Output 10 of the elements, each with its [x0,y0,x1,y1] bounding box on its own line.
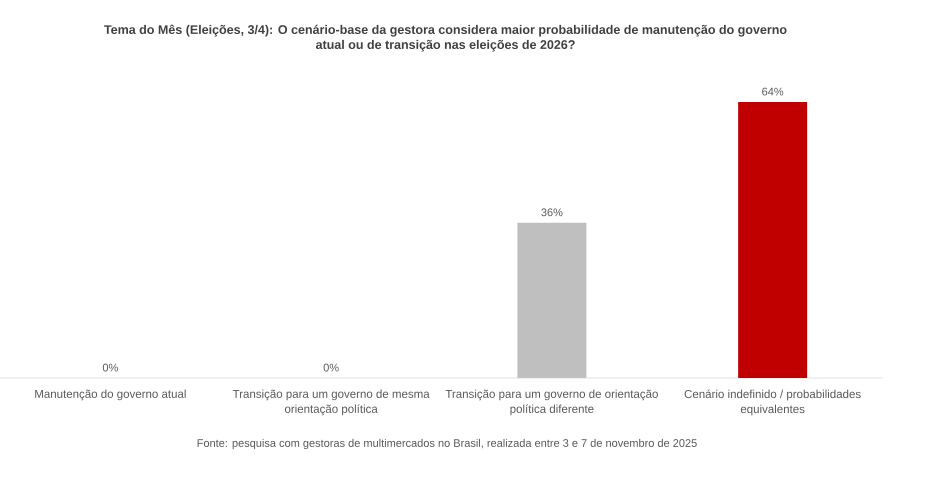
data-label: 0% [102,364,118,372]
data-label: 64% [762,88,784,96]
x-tick-label: Transição para um governo de mesma orientação política [232,390,430,416]
data-label: 36% [541,208,562,216]
x-tick-label: Cenário indefinido / probabilidades equivalentes [684,390,861,416]
x-tick-label: Manutenção do governo atual [35,390,186,400]
chart-title: Tema do Mês (Eleições, 3/4): O cenário-base da gestora considera maior probabilidade de manutenção do governo atual ou de transição nas eleições de 2026? [104,24,787,52]
x-tick-label: Transição para um governo de orientação política diferente [446,390,658,416]
source-note: Fonte: pesquisa com gestoras de multimercados no Brasil, realizada entre 3 e 7 de novembro de 2025 [198,438,697,450]
data-label: 0% [324,364,339,372]
